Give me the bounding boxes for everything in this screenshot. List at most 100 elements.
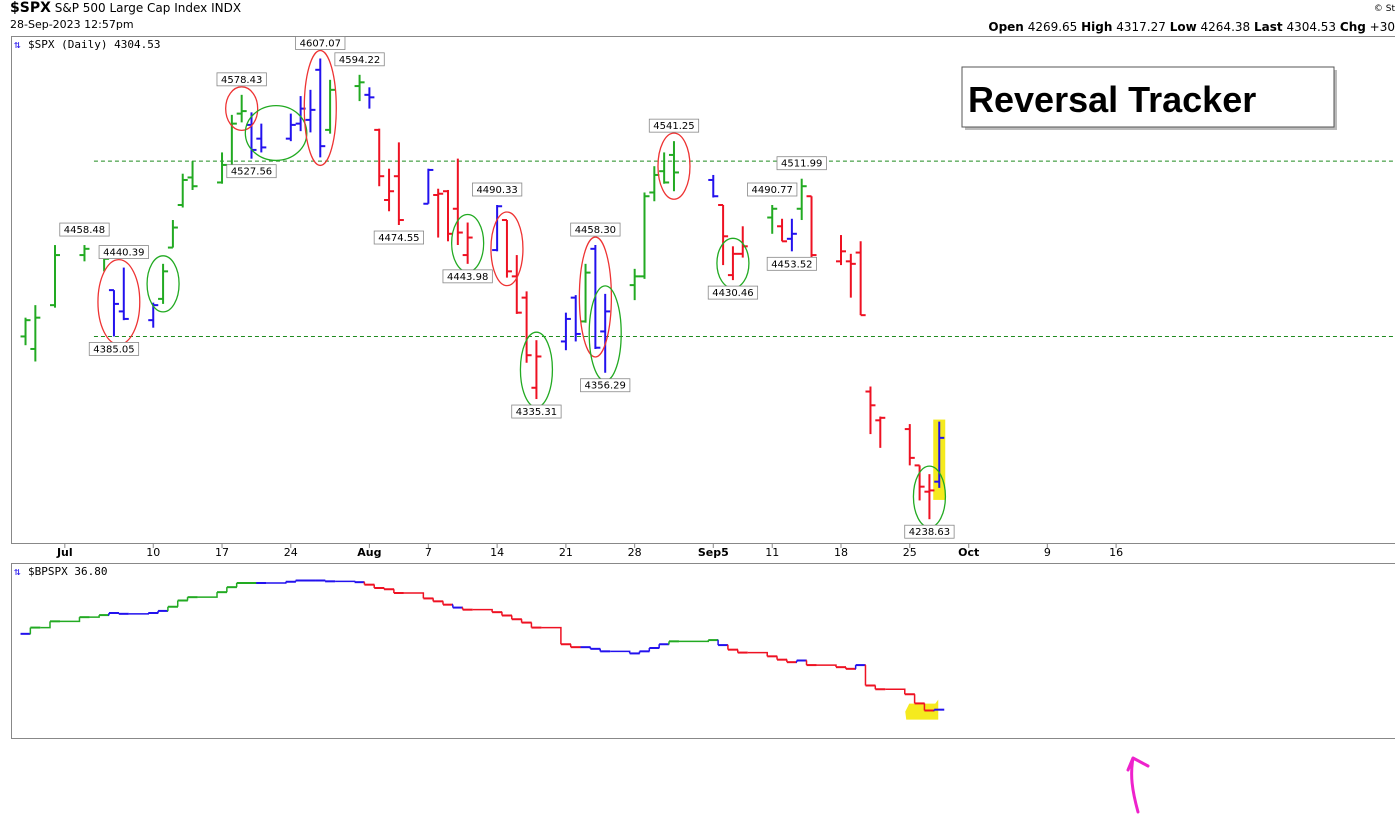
breadth-step <box>89 615 100 618</box>
high-value: 4317.27 <box>1116 20 1166 34</box>
price-label-box <box>904 524 955 539</box>
price-label-box <box>98 245 149 259</box>
reversal-ellipse <box>146 255 180 313</box>
last-value: 4304.53 <box>1286 20 1337 34</box>
breadth-step <box>678 640 710 643</box>
reversal-ellipse <box>578 236 613 358</box>
reversal-tracker-box: Reversal Tracker <box>961 66 1337 130</box>
breadth-step <box>403 592 425 599</box>
price-label: 4440.39 <box>103 248 144 259</box>
reversal-ellipse <box>244 104 308 162</box>
breadth-step <box>197 592 218 598</box>
price-label: 4385.05 <box>93 344 134 355</box>
price-label-box <box>442 269 493 284</box>
x-tick-label: Oct <box>958 546 979 559</box>
x-tick-label: 16 <box>1109 546 1123 559</box>
price-label-box <box>334 52 385 67</box>
price-label-box <box>766 256 817 271</box>
reversal-ellipse <box>490 211 524 287</box>
chart-header: $SPX S&P 500 Large Cap Index INDX 28-Sep… <box>10 0 242 31</box>
reversal-ellipse <box>657 132 691 200</box>
price-label-box <box>648 118 700 133</box>
price-label-box <box>88 342 140 356</box>
low-label: Low <box>1169 20 1197 34</box>
price-label: 4453.52 <box>771 259 812 270</box>
breadth-step <box>60 617 81 623</box>
breadth-step <box>747 651 768 657</box>
x-tick-label: 24 <box>284 546 298 559</box>
open-value: 4269.65 <box>1027 20 1078 34</box>
x-tick-label: 9 <box>1044 546 1051 559</box>
x-tick-label: 25 <box>903 546 917 559</box>
x-tick-label: 14 <box>490 546 504 559</box>
pink-arrow-marker <box>1126 756 1150 814</box>
price-label: 4490.77 <box>752 185 793 196</box>
price-label-box <box>747 182 798 197</box>
x-tick-label: Aug <box>357 546 381 559</box>
breadth-step <box>128 613 149 615</box>
symbol: $SPX <box>10 0 51 16</box>
price-label: 4511.99 <box>781 159 822 170</box>
price-label-box <box>472 182 523 197</box>
breadth-step <box>472 608 493 613</box>
price-label: 4356.29 <box>585 381 626 392</box>
reversal-tracker-title: Reversal Tracker <box>968 79 1256 120</box>
price-label: 4443.98 <box>447 272 488 283</box>
breadth-panel-icon: ⇅ <box>14 565 21 578</box>
price-label-box <box>295 36 346 50</box>
reversal-ellipse <box>97 258 141 346</box>
breadth-step <box>40 621 51 629</box>
x-tick-label: 7 <box>425 546 432 559</box>
x-tick-label: 11 <box>765 546 779 559</box>
price-label-box <box>570 222 621 237</box>
price-label: 4607.07 <box>300 39 341 50</box>
reversal-ellipse <box>303 49 337 167</box>
x-tick-label: 17 <box>215 546 229 559</box>
low-value: 4264.38 <box>1200 20 1251 34</box>
price-label: 4527.56 <box>231 167 272 178</box>
x-tick-label: 28 <box>628 546 642 559</box>
price-label-box <box>226 164 277 179</box>
exchange: INDX <box>211 1 242 15</box>
price-panel-label: $SPX (Daily) 4304.53 <box>28 38 160 51</box>
breadth-step <box>885 688 906 695</box>
price-label-box <box>580 378 631 393</box>
price-label: 4594.22 <box>339 55 380 66</box>
chg-value: +30 <box>1369 20 1395 34</box>
breadth-step <box>541 626 562 645</box>
x-tick-label: 10 <box>146 546 160 559</box>
open-label: Open <box>988 20 1024 34</box>
price-label: 4335.31 <box>516 407 557 418</box>
price-panel-frame <box>11 36 1395 544</box>
breadth-step <box>816 664 837 668</box>
price-label: 4490.33 <box>476 185 517 196</box>
breadth-panel-frame <box>11 563 1395 739</box>
price-label: 4458.48 <box>64 225 105 236</box>
price-label: 4458.30 <box>575 225 616 236</box>
breadth-highlight <box>905 699 939 720</box>
index-name: S&P 500 Large Cap Index <box>54 1 208 15</box>
breadth-step <box>610 650 631 654</box>
datetime: 28-Sep-2023 12:57pm <box>10 18 134 31</box>
price-label-box <box>707 285 759 300</box>
price-label-box <box>373 230 424 245</box>
price-label-box <box>511 404 562 419</box>
price-label-box <box>59 222 110 237</box>
price-panel-icon: ⇅ <box>14 38 21 51</box>
x-tick-label: 21 <box>559 546 573 559</box>
x-tick-label: Jul <box>56 546 73 559</box>
chg-label: Chg <box>1339 20 1366 34</box>
price-label-box <box>776 156 827 171</box>
breadth-step <box>266 581 287 584</box>
reversal-ellipse <box>225 86 259 132</box>
x-tick-label: Sep5 <box>698 546 729 559</box>
breadth-step <box>335 580 356 583</box>
price-label: 4238.63 <box>909 527 950 538</box>
price-label-box <box>216 72 267 87</box>
price-label: 4474.55 <box>378 233 419 244</box>
last-label: Last <box>1253 20 1283 34</box>
price-label: 4430.46 <box>712 288 753 299</box>
price-label: 4578.43 <box>221 75 262 86</box>
x-tick-label: 18 <box>834 546 848 559</box>
